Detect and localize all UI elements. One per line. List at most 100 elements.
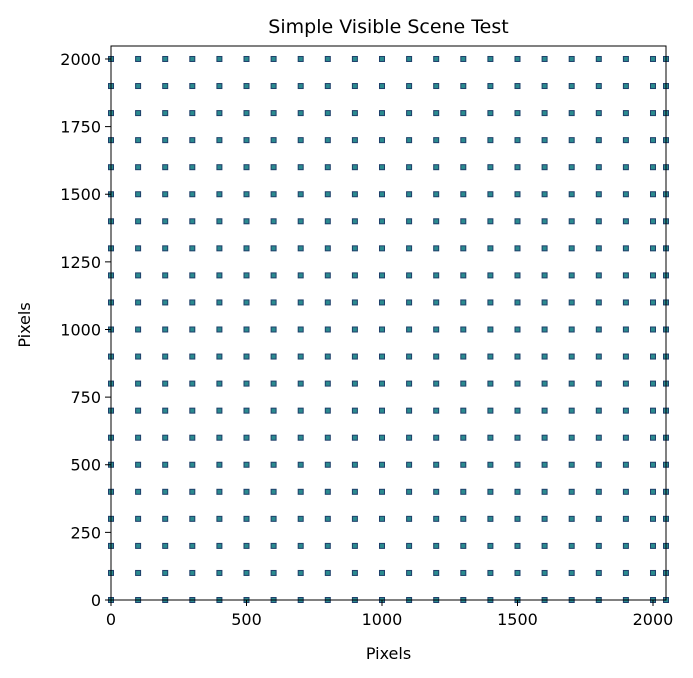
data-point bbox=[378, 299, 385, 306]
data-point bbox=[324, 137, 331, 144]
data-point bbox=[541, 353, 548, 360]
data-point bbox=[189, 515, 196, 522]
data-point bbox=[351, 83, 358, 90]
chart-title: Simple Visible Scene Test bbox=[268, 16, 508, 38]
data-point bbox=[162, 434, 169, 441]
data-point bbox=[487, 434, 494, 441]
data-point bbox=[243, 461, 250, 468]
data-point bbox=[216, 353, 223, 360]
data-point bbox=[406, 191, 413, 198]
data-point bbox=[433, 164, 440, 171]
data-point bbox=[189, 434, 196, 441]
data-point bbox=[541, 83, 548, 90]
data-point bbox=[568, 353, 575, 360]
data-point bbox=[649, 245, 656, 252]
data-point bbox=[406, 569, 413, 576]
data-point bbox=[433, 218, 440, 225]
data-point bbox=[541, 164, 548, 171]
data-point bbox=[568, 83, 575, 90]
data-point bbox=[514, 191, 521, 198]
data-point bbox=[324, 218, 331, 225]
data-point bbox=[568, 272, 575, 279]
data-point bbox=[541, 299, 548, 306]
data-point bbox=[135, 83, 142, 90]
data-point bbox=[162, 55, 169, 62]
data-point bbox=[487, 461, 494, 468]
data-point bbox=[595, 272, 602, 279]
data-point bbox=[406, 299, 413, 306]
y-tick-label: 750 bbox=[70, 388, 101, 407]
data-point bbox=[487, 326, 494, 333]
data-point bbox=[487, 191, 494, 198]
x-tick-label: 500 bbox=[231, 610, 262, 629]
data-point bbox=[270, 299, 277, 306]
data-point bbox=[649, 272, 656, 279]
data-point bbox=[487, 83, 494, 90]
data-point bbox=[189, 488, 196, 495]
data-point bbox=[297, 326, 304, 333]
data-point bbox=[514, 407, 521, 414]
data-point bbox=[243, 434, 250, 441]
data-point bbox=[351, 380, 358, 387]
data-point bbox=[622, 55, 629, 62]
data-point bbox=[324, 542, 331, 549]
data-point bbox=[568, 164, 575, 171]
data-point bbox=[135, 542, 142, 549]
data-point bbox=[135, 326, 142, 333]
data-point bbox=[162, 407, 169, 414]
data-point bbox=[297, 353, 304, 360]
data-point bbox=[135, 218, 142, 225]
data-point bbox=[297, 380, 304, 387]
data-point bbox=[216, 110, 223, 117]
data-point bbox=[568, 407, 575, 414]
y-tick-label: 2000 bbox=[60, 50, 101, 69]
data-point bbox=[487, 569, 494, 576]
data-point bbox=[216, 299, 223, 306]
data-point bbox=[649, 299, 656, 306]
data-point bbox=[297, 542, 304, 549]
data-point bbox=[541, 55, 548, 62]
data-point bbox=[649, 353, 656, 360]
data-point bbox=[406, 488, 413, 495]
data-point bbox=[622, 515, 629, 522]
data-point bbox=[595, 164, 602, 171]
data-point bbox=[351, 137, 358, 144]
data-point bbox=[297, 515, 304, 522]
data-point bbox=[595, 55, 602, 62]
data-point bbox=[216, 461, 223, 468]
data-point bbox=[270, 218, 277, 225]
data-point bbox=[270, 461, 277, 468]
data-point bbox=[297, 55, 304, 62]
data-point bbox=[649, 569, 656, 576]
data-point bbox=[270, 137, 277, 144]
data-point bbox=[135, 110, 142, 117]
y-tick-label: 1750 bbox=[60, 118, 101, 137]
data-point bbox=[622, 110, 629, 117]
data-point bbox=[541, 272, 548, 279]
data-point bbox=[622, 83, 629, 90]
data-point bbox=[135, 569, 142, 576]
data-point bbox=[622, 380, 629, 387]
data-point bbox=[433, 569, 440, 576]
data-point bbox=[568, 461, 575, 468]
data-point bbox=[541, 569, 548, 576]
data-point bbox=[433, 83, 440, 90]
data-point bbox=[270, 407, 277, 414]
data-point bbox=[216, 326, 223, 333]
data-point bbox=[351, 407, 358, 414]
data-point bbox=[270, 569, 277, 576]
data-point bbox=[189, 110, 196, 117]
data-point bbox=[460, 461, 467, 468]
data-point bbox=[514, 272, 521, 279]
data-point bbox=[324, 353, 331, 360]
data-point bbox=[135, 434, 142, 441]
data-point bbox=[595, 434, 602, 441]
data-point bbox=[649, 407, 656, 414]
data-point bbox=[487, 515, 494, 522]
data-point bbox=[324, 488, 331, 495]
data-point bbox=[433, 380, 440, 387]
data-point bbox=[460, 110, 467, 117]
data-point bbox=[189, 353, 196, 360]
data-point bbox=[135, 272, 142, 279]
data-point bbox=[270, 191, 277, 198]
